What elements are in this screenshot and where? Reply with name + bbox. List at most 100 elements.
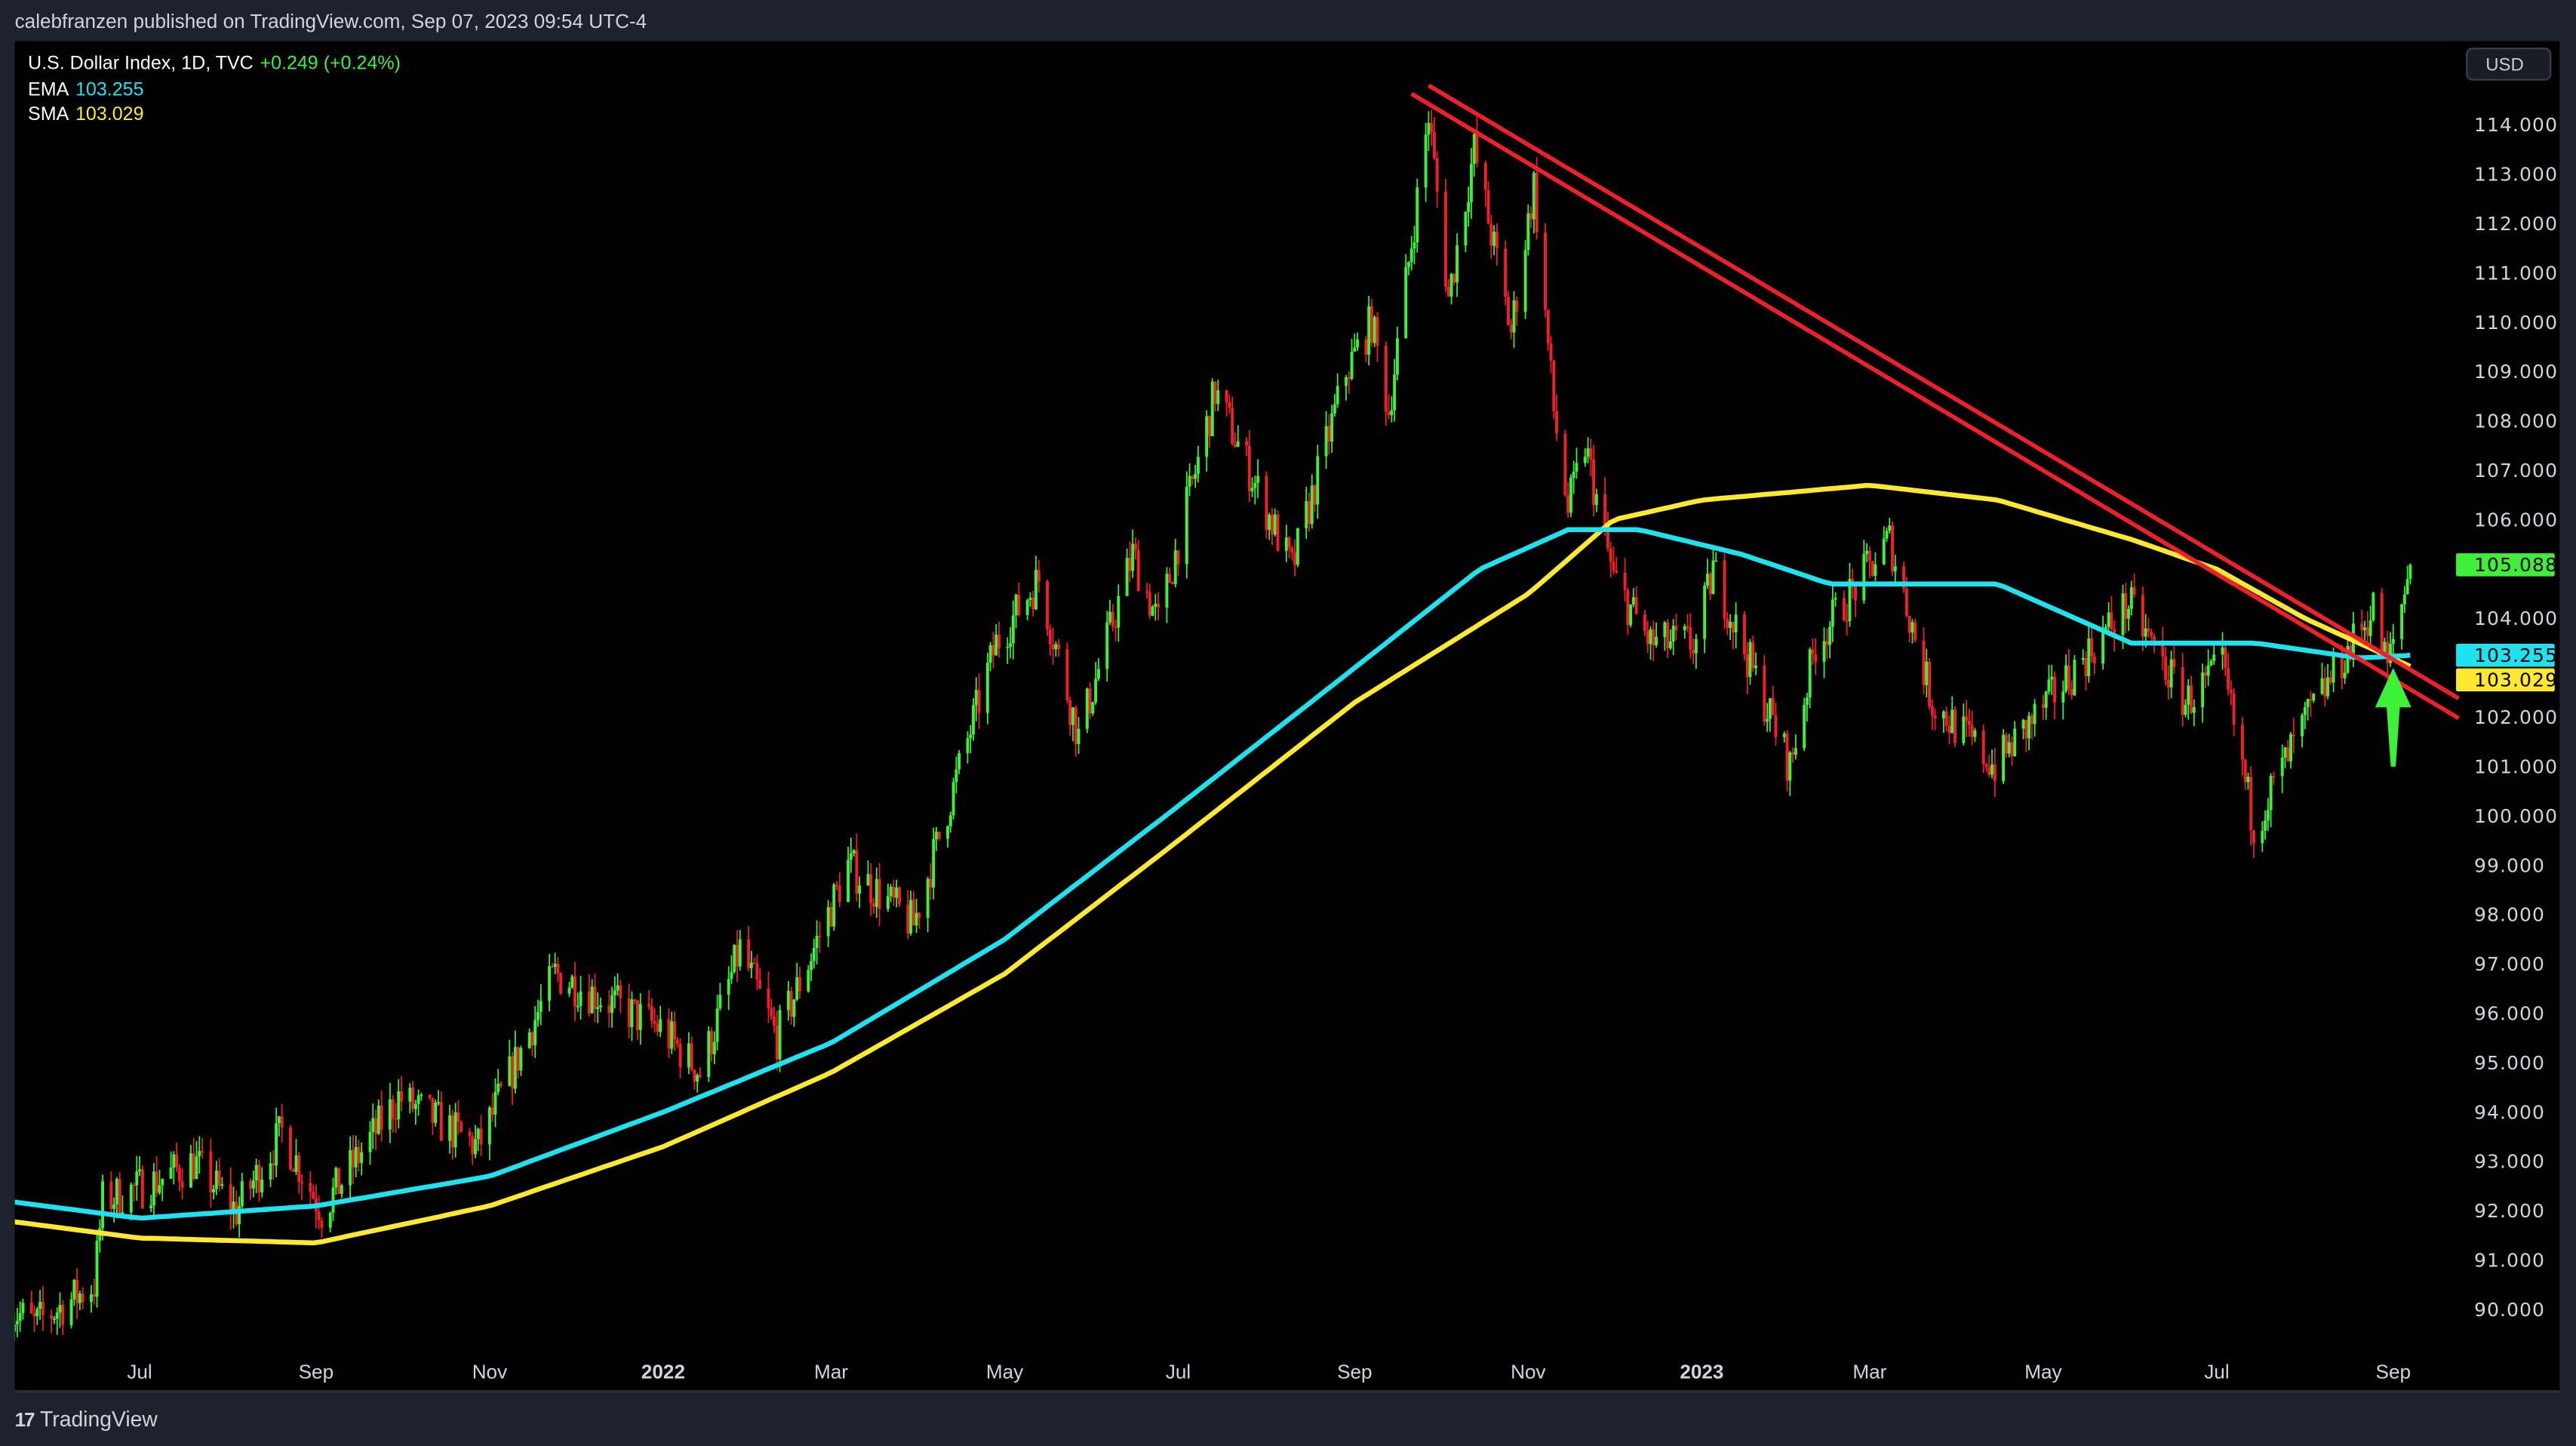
- candle: [1345, 377, 1348, 386]
- candle: [1031, 597, 1035, 610]
- candle: [994, 634, 998, 656]
- candle: [918, 912, 921, 918]
- candle: [15, 1321, 19, 1324]
- candle: [2110, 612, 2113, 629]
- candle: [1376, 316, 1379, 346]
- footer-brand[interactable]: 17 TradingView: [15, 1407, 158, 1432]
- candle: [1643, 614, 1646, 631]
- candle: [500, 1084, 503, 1086]
- candle: [1071, 707, 1074, 725]
- candle: [1350, 352, 1354, 379]
- candle: [875, 878, 878, 907]
- candle: [2004, 734, 2008, 754]
- candle: [312, 1192, 315, 1199]
- candle: [1356, 339, 1360, 348]
- candle: [1825, 641, 1829, 645]
- trendline-2: [1427, 83, 2460, 700]
- candle: [539, 1001, 543, 1012]
- candle: [1330, 414, 1334, 442]
- candle: [1133, 543, 1137, 550]
- candle: [1970, 725, 1974, 737]
- candle: [1589, 448, 1593, 460]
- candle: [2090, 638, 2093, 657]
- candle: [18, 1313, 22, 1321]
- candle: [1271, 515, 1274, 535]
- candle: [1572, 471, 1575, 478]
- candle: [1666, 622, 1670, 648]
- ema-label: EMA: [28, 79, 69, 100]
- candle: [1973, 730, 1977, 737]
- candle: [374, 1118, 378, 1134]
- candle: [773, 1016, 776, 1026]
- candle: [972, 705, 975, 735]
- x-tick-label: Jul: [1166, 1361, 1191, 1383]
- candle: [158, 1185, 161, 1193]
- candle: [607, 1005, 611, 1013]
- candle: [738, 939, 742, 967]
- chart-pane[interactable]: 114.000 113.000 112.000 111.000 110.000 109.0…: [14, 41, 2560, 1394]
- candle: [1766, 718, 1769, 722]
- candle: [456, 1112, 460, 1122]
- candle: [636, 1000, 639, 1030]
- candle: [1845, 620, 1849, 622]
- currency-button[interactable]: USD: [2466, 48, 2552, 81]
- candle: [1057, 644, 1061, 650]
- candle: [1965, 716, 1969, 721]
- y-tick-label: 97.000: [2474, 953, 2545, 975]
- candle: [1867, 550, 1871, 561]
- candle: [2405, 579, 2409, 595]
- candle: [727, 979, 730, 995]
- candle: [1731, 621, 1735, 632]
- candle: [2150, 631, 2153, 637]
- candle: [2329, 677, 2332, 683]
- candle: [1771, 698, 1775, 715]
- x-tick-label: Mar: [1852, 1361, 1886, 1383]
- candle: [2269, 776, 2273, 811]
- candle: [1507, 297, 1510, 325]
- candle: [1432, 131, 1436, 158]
- y-tick-label: 96.000: [2474, 1002, 2545, 1024]
- candle: [1231, 408, 1234, 445]
- candle: [180, 1181, 184, 1188]
- candle: [411, 1088, 415, 1109]
- candle: [2408, 565, 2412, 580]
- candle: [1051, 644, 1055, 650]
- candle: [1803, 705, 1806, 749]
- candle: [420, 1094, 423, 1097]
- candle: [1626, 589, 1630, 626]
- candle: [14, 1324, 17, 1332]
- candle: [1068, 700, 1072, 725]
- x-tick-label: Sep: [2376, 1361, 2411, 1383]
- candle: [1216, 390, 1220, 405]
- y-tick-label: 113.000: [2474, 164, 2558, 186]
- candle: [331, 1187, 335, 1214]
- candle: [997, 634, 1001, 648]
- candle: [1768, 698, 1772, 719]
- candle: [177, 1168, 181, 1182]
- candle: [1928, 661, 1932, 706]
- candle: [1430, 122, 1434, 132]
- candle: [587, 991, 591, 1014]
- candle: [1154, 604, 1157, 607]
- candle: [1452, 273, 1456, 283]
- candle: [1748, 642, 1752, 678]
- candle: [1287, 537, 1291, 548]
- candle: [78, 1294, 81, 1303]
- candle: [1165, 574, 1169, 608]
- candle: [2181, 666, 2184, 715]
- candle: [1609, 548, 1612, 562]
- candle: [72, 1279, 76, 1300]
- price-axis: [2456, 41, 2560, 1394]
- candle: [2070, 688, 2073, 696]
- candle: [576, 1005, 579, 1008]
- candle: [1037, 570, 1041, 582]
- candle: [2264, 820, 2267, 831]
- candle: [1483, 163, 1487, 190]
- candle: [1305, 501, 1308, 529]
- candle: [826, 906, 830, 937]
- price-chart[interactable]: 114.000 113.000 112.000 111.000 110.000 109.0…: [14, 41, 2560, 1394]
- y-tick-label: 92.000: [2474, 1200, 2545, 1222]
- candle: [1984, 764, 1988, 768]
- candle: [460, 1121, 463, 1132]
- candle: [670, 1021, 674, 1049]
